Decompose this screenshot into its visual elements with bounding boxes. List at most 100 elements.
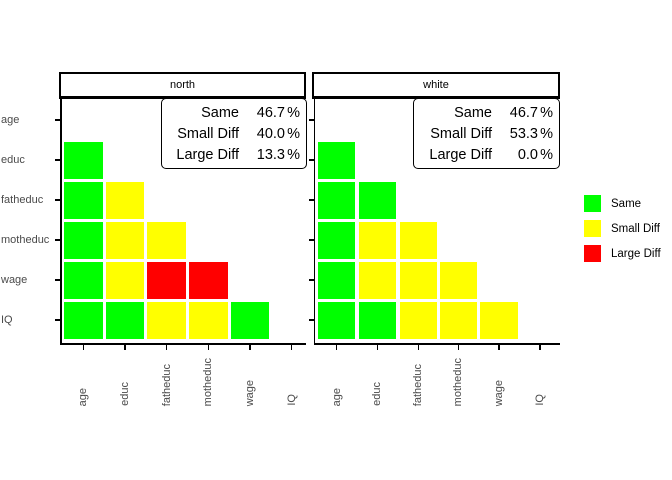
y-axis-tick [308,199,314,201]
heatmap-cell-wage-age-same [317,261,356,299]
y-axis-label-wage: wage [1,273,28,286]
heatmap-cell-wage-motheduc-small [439,261,478,299]
x-axis-tick [498,344,500,350]
y-axis-label-educ: educ [1,153,25,166]
stat-unit: % [540,104,553,121]
x-axis-tick [335,344,338,350]
heatmap-cell-wage-motheduc-large [189,261,228,299]
stat-label: Small Diff [430,125,492,142]
x-axis-label-text: fatheduc [412,363,425,406]
x-axis-tick [417,344,420,350]
x-axis-line [313,343,561,345]
heatmap-cell-IQ-fatheduc-small [399,301,438,339]
stat-label: Large Diff [429,146,492,163]
stat-value: 46.7 [509,104,538,121]
heatmap-cell-wage-educ-small [358,261,397,299]
legend-label: Small Diff [611,222,660,235]
stat-unit: % [287,104,300,121]
y-axis-tick [308,239,314,241]
x-axis-label-text: educ [371,382,384,406]
legend-label: Same [611,197,642,210]
y-axis-label-IQ: IQ [1,313,13,326]
x-axis-tick [249,344,251,350]
y-axis-line [313,97,316,345]
facet-title: white [423,78,449,91]
stat-row: Small Diff 53.3 % [417,126,553,142]
heatmap-cell-IQ-educ-same [105,301,145,339]
x-axis-label-motheduc: motheduc [450,349,467,406]
legend-item-small: Small Diff [584,220,661,237]
y-axis-tick [55,119,61,121]
y-axis-tick [308,119,314,121]
legend-item-same: Same [584,195,661,212]
heatmap-cell-motheduc-age-same [64,221,103,259]
x-axis-label-text: age [330,387,343,406]
stat-label: Small Diff [177,125,239,142]
stat-value: 53.3 [509,125,538,142]
x-axis-tick [207,344,210,350]
heatmap-cell-fatheduc-educ-small [105,181,145,219]
heatmap-cell-IQ-age-same [317,301,356,339]
x-axis-label-text: IQ [285,394,298,406]
stat-row: Large Diff 0.0 % [417,147,553,163]
heatmap-cell-motheduc-educ-small [358,221,397,259]
x-axis-tick [82,344,85,350]
x-axis-label-wage: wage [242,349,259,406]
x-axis-tick [165,344,168,350]
heatmap-cell-wage-fatheduc-small [399,261,438,299]
x-axis-label-fatheduc: fatheduc [410,349,427,406]
x-axis-label-text: wage [244,379,256,406]
heatmap-cell-IQ-motheduc-small [189,301,228,339]
x-axis-tick [290,344,293,350]
heatmap-cell-IQ-motheduc-small [439,301,478,339]
x-axis-label-text: motheduc [452,357,465,406]
facet-strip-north: north [59,72,306,99]
y-axis-tick [55,279,61,281]
x-axis-label-text: motheduc [202,357,215,406]
stat-label: Large Diff [176,146,239,163]
y-axis-label-age: age [1,113,20,126]
facet-title: north [169,78,196,91]
stat-row: Same 46.7 % [165,105,300,121]
y-axis-line [60,97,62,345]
stat-unit: % [287,125,300,142]
y-axis-tick [308,279,314,281]
y-axis-tick [55,319,61,321]
heatmap-cell-motheduc-educ-small [105,221,145,259]
x-axis-label-text: IQ [534,394,546,406]
legend-swatch-same [584,195,601,212]
heatmap-cell-motheduc-fatheduc-small [399,221,438,259]
y-axis-tick [55,159,61,161]
y-axis-tick [55,239,61,241]
stat-value: 40.0 [256,125,285,142]
x-axis-label-IQ: IQ [532,349,549,406]
x-axis-tick [457,344,460,350]
heatmap-cell-IQ-wage-small [480,301,518,339]
y-axis-tick [308,319,314,321]
stat-value: 13.3 [256,146,285,163]
heatmap-cell-wage-educ-small [105,261,145,299]
x-axis-label-IQ: IQ [283,349,300,406]
x-axis-tick [539,344,541,350]
x-axis-label-text: educ [119,382,131,406]
stat-row: Same 46.7 % [417,105,553,121]
stat-row: Large Diff 13.3 % [165,147,300,163]
y-axis-tick [308,159,314,161]
x-axis-label-educ: educ [117,349,134,406]
heatmap-cell-fatheduc-educ-same [358,181,397,219]
heatmap-cell-IQ-fatheduc-small [147,301,186,339]
x-axis-label-fatheduc: fatheduc [158,349,175,406]
legend-swatch-small [584,220,601,237]
y-axis-label-fatheduc: fatheduc [1,193,44,206]
x-axis-label-text: age [77,387,90,406]
y-axis-label-motheduc: motheduc [1,233,50,246]
heatmap-cell-educ-age-same [64,141,103,179]
x-axis-tick [124,344,126,350]
facet-strip-white: white [312,72,560,99]
heatmap-cell-educ-age-same [317,141,356,179]
stat-unit: % [540,125,553,142]
legend-label: Large Diff [611,247,661,260]
x-axis-line [60,343,306,345]
x-axis-label-educ: educ [369,349,386,406]
